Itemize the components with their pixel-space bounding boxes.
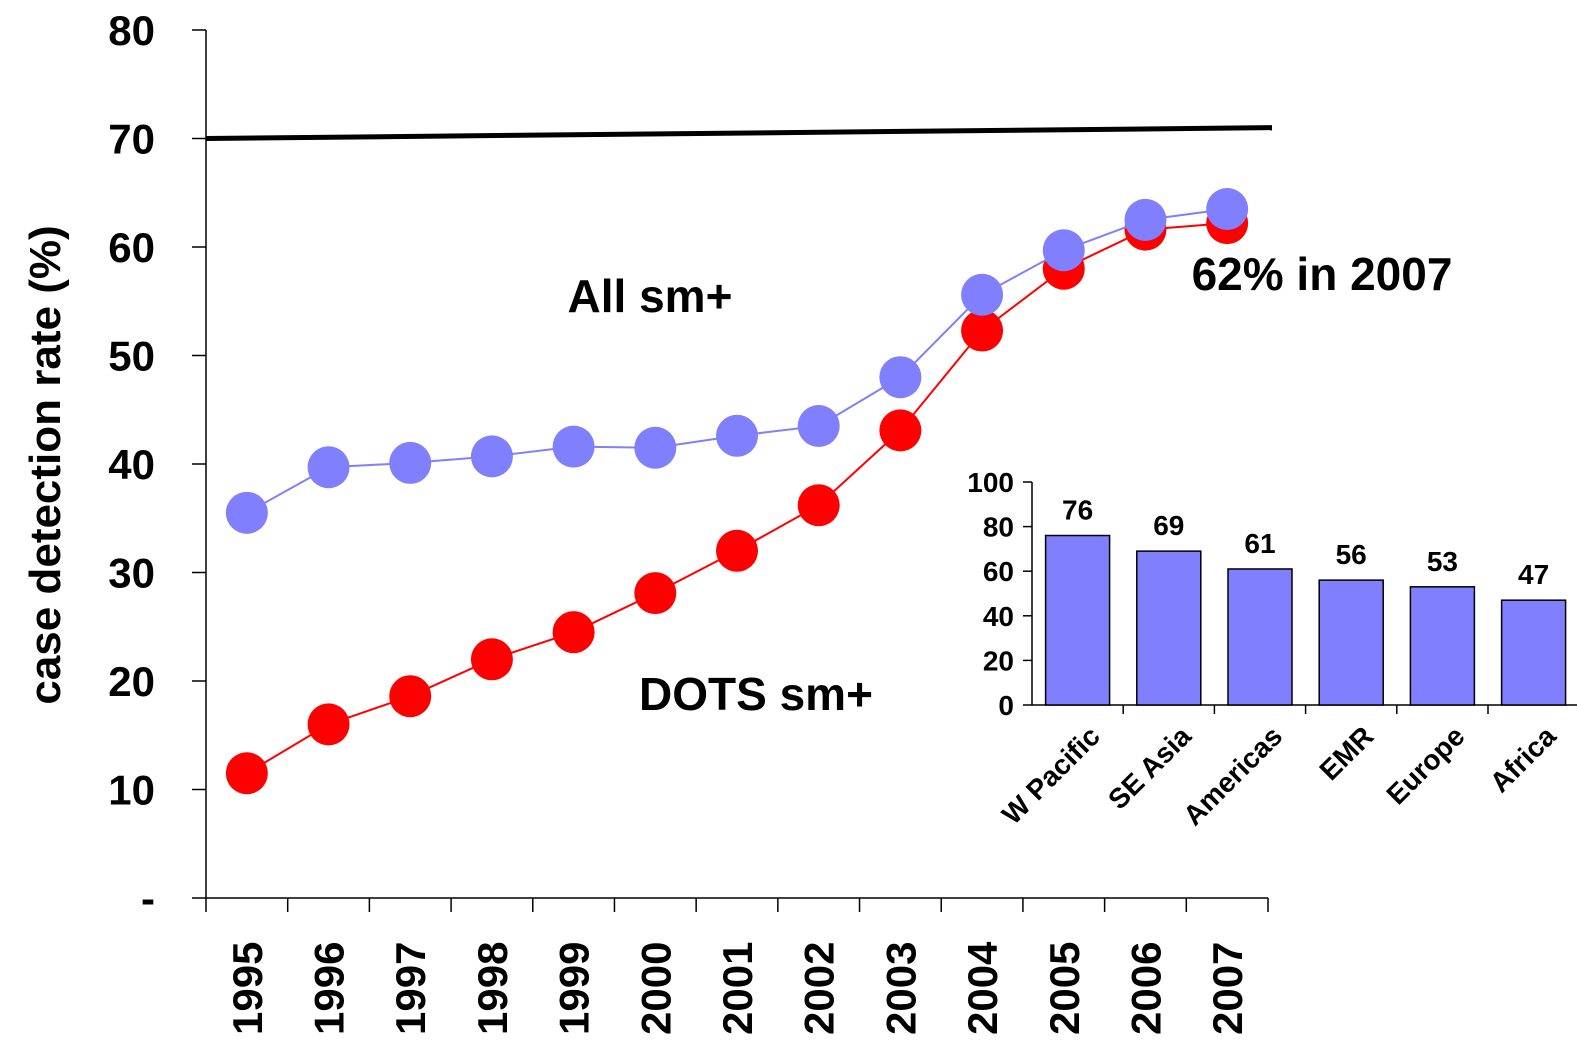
data-point-all-sm xyxy=(1042,229,1085,272)
data-point-dots-sm xyxy=(797,484,840,527)
series-label-dots-sm: DOTS sm+ xyxy=(639,668,873,720)
y-tick-label: 20 xyxy=(108,658,155,705)
x-tick-label: 2001 xyxy=(714,942,761,1035)
x-tick-label: 1998 xyxy=(469,942,516,1035)
inset-data-label: 53 xyxy=(1427,546,1458,577)
x-tick-label: 1995 xyxy=(224,942,271,1035)
x-tick-label: 1999 xyxy=(551,942,598,1035)
data-point-dots-sm xyxy=(225,752,268,795)
x-tick-label: 1996 xyxy=(306,942,353,1035)
data-point-dots-sm xyxy=(307,703,350,746)
inset-bar xyxy=(1136,550,1202,706)
data-point-all-sm xyxy=(634,426,677,469)
inset-y-tick-label: 20 xyxy=(983,645,1014,676)
inset-data-label: 61 xyxy=(1244,528,1275,559)
data-point-dots-sm xyxy=(552,611,595,654)
inset-bar xyxy=(1044,534,1111,706)
inset-y-tick-label: 100 xyxy=(967,467,1014,498)
x-tick-label: 2002 xyxy=(796,942,843,1035)
x-tick-label: 1997 xyxy=(387,942,434,1035)
data-point-dots-sm xyxy=(879,409,922,452)
x-tick-label: 2007 xyxy=(1204,942,1251,1035)
inset-y-tick-label: 0 xyxy=(998,690,1014,721)
inset-data-label: 69 xyxy=(1153,510,1184,541)
inset-y-tick-label: 60 xyxy=(983,556,1014,587)
inset-x-tick-label: Americas xyxy=(1177,720,1288,831)
inset-y-tick-label: 40 xyxy=(983,601,1014,632)
y-tick-label: - xyxy=(141,875,155,922)
y-tick-label: 10 xyxy=(108,767,155,814)
data-point-all-sm xyxy=(1206,188,1249,231)
data-point-all-sm xyxy=(470,435,513,478)
target-line-group xyxy=(205,125,1273,141)
data-point-all-sm xyxy=(797,405,840,448)
data-point-all-sm xyxy=(307,446,350,489)
x-tick-label: 2003 xyxy=(877,942,924,1035)
main-series xyxy=(225,188,1249,795)
inset-bar xyxy=(1227,568,1293,706)
data-point-dots-sm xyxy=(634,572,677,615)
annotation-62-percent: 62% in 2007 xyxy=(1192,248,1453,300)
x-tick-label: 2006 xyxy=(1122,942,1169,1035)
data-point-all-sm xyxy=(225,491,268,534)
inset-bar xyxy=(1409,586,1476,706)
inset-x-tick-label: SE Asia xyxy=(1102,720,1197,815)
series-label-all-sm: All sm+ xyxy=(568,270,733,322)
inset-data-label: 76 xyxy=(1062,495,1093,526)
inset-x-tick-label: EMR xyxy=(1314,720,1380,786)
y-tick-label: 70 xyxy=(108,116,155,163)
data-point-all-sm xyxy=(552,425,595,468)
inset-bar xyxy=(1318,579,1384,706)
inset-data-label: 56 xyxy=(1336,539,1367,570)
data-point-dots-sm xyxy=(470,638,513,681)
y-tick-label: 80 xyxy=(108,7,155,54)
data-point-all-sm xyxy=(389,441,432,484)
main-labels: All sm+ DOTS sm+ 62% in 2007 xyxy=(568,248,1453,720)
data-point-all-sm xyxy=(1124,198,1167,241)
inset-bar xyxy=(1500,599,1567,706)
target-line xyxy=(205,125,1273,141)
x-tick-label: 2004 xyxy=(959,941,1006,1035)
y-tick-label: 60 xyxy=(108,224,155,271)
inset-x-tick-label: Africa xyxy=(1484,720,1562,798)
data-point-dots-sm xyxy=(389,675,432,718)
inset-y-tick-label: 80 xyxy=(983,512,1014,543)
y-tick-label: 50 xyxy=(108,333,155,380)
x-tick-label: 2000 xyxy=(632,942,679,1035)
y-axis-label: case detection rate (%) xyxy=(21,225,70,704)
inset-x-tick-label: Europe xyxy=(1381,720,1471,810)
inset-x-tick-label: W Pacific xyxy=(996,720,1106,830)
x-tick-label: 2005 xyxy=(1041,942,1088,1035)
data-point-dots-sm xyxy=(716,529,758,572)
data-point-all-sm xyxy=(716,414,758,457)
y-tick-label: 40 xyxy=(108,441,155,488)
inset-data-label: 47 xyxy=(1518,559,1549,590)
data-point-dots-sm xyxy=(961,309,1004,352)
y-tick-label: 30 xyxy=(108,550,155,597)
data-point-all-sm xyxy=(961,273,1004,316)
data-point-all-sm xyxy=(879,356,922,399)
